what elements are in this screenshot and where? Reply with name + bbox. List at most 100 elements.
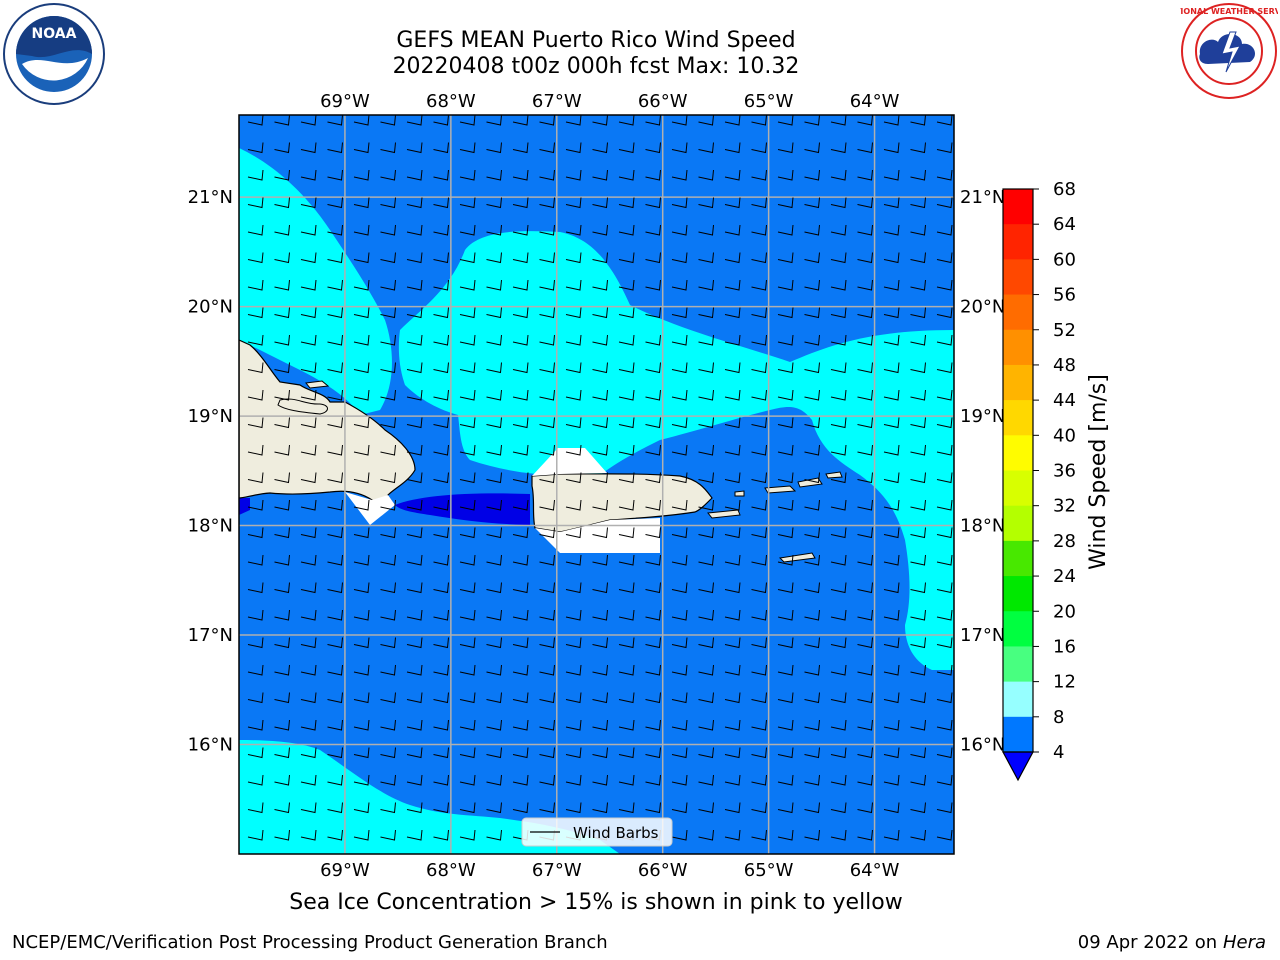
wind-barb	[459, 472, 476, 484]
colorbar-tick-label: 48	[1053, 355, 1076, 376]
wind-barb	[539, 279, 555, 291]
colorbar-label: Wind Speed [m/s]	[1086, 374, 1111, 570]
wind-barb	[618, 142, 635, 154]
wind-barb	[406, 169, 423, 181]
wind-barb	[433, 224, 449, 236]
wind-barb	[910, 142, 926, 154]
wind-barb	[936, 499, 953, 511]
wind-barb	[671, 362, 688, 374]
wind-barb	[618, 224, 635, 236]
wind-barb	[883, 527, 900, 539]
wind-barb	[300, 197, 317, 209]
wind-barb	[645, 224, 661, 236]
wind-barb	[459, 444, 476, 456]
wind-barb	[857, 252, 873, 264]
wind-barb	[380, 582, 396, 594]
wind-barb	[592, 142, 608, 154]
wind-barb	[804, 554, 820, 566]
wind-barb	[406, 527, 423, 539]
wind-barb	[857, 169, 873, 181]
lat-tick-label: 16°N	[188, 735, 233, 756]
wind-barbs	[247, 115, 953, 841]
wind-barb	[751, 334, 767, 346]
wind-barb	[804, 197, 820, 209]
wind-barb	[592, 527, 608, 539]
wind-barb	[353, 774, 370, 786]
wind-barb	[565, 637, 582, 649]
wind-barb	[565, 252, 582, 264]
wind-barb	[592, 224, 608, 236]
wind-barb	[327, 582, 343, 594]
wind-barb	[380, 197, 396, 209]
wind-barb	[910, 527, 926, 539]
wind-barb	[274, 334, 290, 346]
wind-barb	[830, 499, 847, 511]
wind-barb	[698, 527, 714, 539]
wind-barb	[406, 747, 423, 759]
wind-barb	[830, 197, 847, 209]
credit-branch: NCEP/EMC/Verification Post Processing Pr…	[12, 932, 608, 953]
wind-barb	[910, 252, 926, 264]
colorbar-bin	[1003, 646, 1033, 683]
wind-barb	[274, 554, 290, 566]
wind-barb	[433, 279, 449, 291]
wind-barb	[486, 554, 502, 566]
wind-barb	[353, 527, 370, 539]
wind-barb	[406, 362, 423, 374]
wind-barb	[724, 142, 741, 154]
wind-barb	[353, 224, 370, 236]
colorbar-bin	[1003, 540, 1033, 577]
wind-barb	[618, 582, 635, 594]
wind-barb	[671, 307, 688, 319]
wind-barb	[592, 719, 608, 731]
wind-barb	[883, 582, 900, 594]
wind-barb	[857, 554, 873, 566]
wind-barb	[512, 115, 529, 126]
wind-barb	[910, 197, 926, 209]
wind-barb	[565, 774, 582, 786]
wind-barb	[671, 829, 688, 841]
wind-barb	[539, 224, 555, 236]
wind-barb	[459, 362, 476, 374]
wind-barb	[724, 692, 741, 704]
wind-barb	[830, 637, 847, 649]
wind-barb	[724, 115, 741, 126]
wind-barb	[804, 582, 820, 594]
wind-barb	[539, 664, 555, 676]
wind-barb	[936, 472, 953, 484]
wind-barb	[883, 802, 900, 814]
wind-barb	[247, 115, 264, 126]
wind-barb	[274, 115, 290, 126]
wind-barb	[857, 307, 873, 319]
wind-barb	[512, 417, 529, 429]
wind-barb	[247, 252, 264, 264]
wind-barb	[459, 609, 476, 621]
wind-barb	[274, 637, 290, 649]
wind-barb	[830, 334, 847, 346]
wind-barb	[327, 527, 343, 539]
wind-barb	[751, 142, 767, 154]
wind-barb	[936, 582, 953, 594]
wind-barb	[433, 774, 449, 786]
wind-barb	[539, 719, 555, 731]
wind-barb	[751, 115, 767, 126]
wind-barb	[406, 802, 423, 814]
wind-barb	[857, 582, 873, 594]
wind-barb	[698, 774, 714, 786]
wind-barb	[380, 169, 396, 181]
wind-barb	[910, 472, 926, 484]
wind-barb	[724, 279, 741, 291]
wind-barb	[380, 664, 396, 676]
lon-tick-label: 68°W	[426, 860, 476, 881]
wind-barb	[433, 719, 449, 731]
wind-barb	[857, 224, 873, 236]
wind-barb	[274, 582, 290, 594]
wind-barb	[512, 802, 529, 814]
wind-barb	[327, 719, 343, 731]
wind-barb	[830, 389, 847, 401]
wind-barb	[618, 499, 635, 511]
wind-barb	[539, 142, 555, 154]
credit-machine: Hera	[1222, 932, 1266, 953]
wind-barb	[751, 527, 767, 539]
colorbar-tick-label: 64	[1053, 214, 1076, 235]
